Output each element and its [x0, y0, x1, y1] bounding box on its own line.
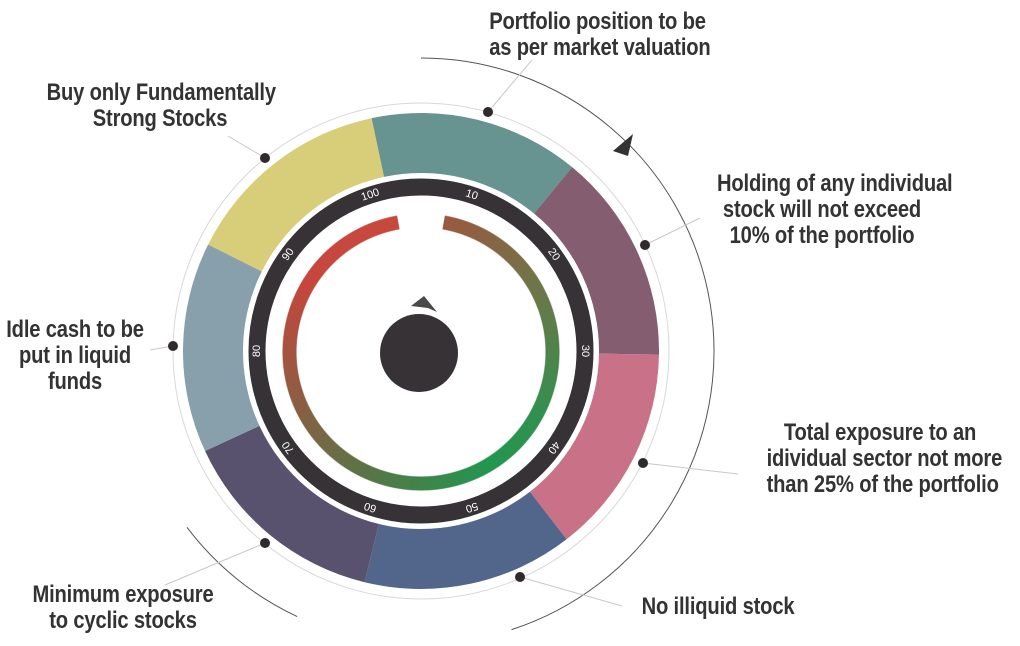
label-line: Minimum exposure	[32, 581, 214, 608]
rotation-arc-right	[420, 57, 715, 631]
leader-dot	[168, 341, 178, 351]
tick-label: 80	[251, 345, 263, 357]
tick-label: 90	[280, 246, 297, 263]
label-individual-holding: Holding of any individual stock will not…	[717, 170, 953, 249]
leader-lines	[149, 59, 739, 607]
tick-label: 30	[579, 345, 591, 357]
leader-dot	[638, 458, 648, 468]
principle-segment	[534, 167, 659, 355]
label-line: stock will not exceed	[722, 196, 922, 223]
label-portfolio-position: Portfolio position to be as per market v…	[489, 8, 711, 61]
label-illiquid-stock: No illiquid stock	[634, 594, 802, 620]
label-line: Idle cash to be	[6, 316, 144, 343]
gauge-gap	[395, 205, 447, 235]
tick-label: 50	[464, 499, 479, 514]
leader-dot	[483, 107, 493, 117]
label-cyclic-stocks: Minimum exposure to cyclic stocks	[22, 582, 224, 634]
principle-segment	[205, 425, 379, 583]
tick-label: 100	[360, 186, 381, 203]
leader-line	[227, 135, 266, 159]
principle-segments	[183, 113, 659, 589]
leader-line	[487, 59, 533, 113]
principle-segment	[371, 113, 573, 214]
label-line: Buy only Fundamentally	[46, 79, 276, 106]
label-line: Strong Stocks	[92, 105, 228, 132]
leader-dot	[640, 240, 650, 250]
tick-label: 10	[464, 187, 479, 202]
principle-segment	[529, 353, 659, 540]
leader-line	[644, 217, 701, 246]
tick-label: 40	[545, 439, 562, 456]
tick-label: 70	[280, 439, 297, 456]
label-line: to cyclic stocks	[49, 607, 197, 634]
dial-tick-labels: 10 20 30 40 50 60 70 80 90 100	[251, 186, 591, 514]
leader-line	[164, 542, 266, 586]
label-line: funds	[47, 368, 103, 395]
label-line: than 25% of the portfolio	[766, 471, 999, 498]
tick-label: 60	[363, 499, 378, 514]
label-fundamental-stocks: Buy only Fundamentally Strong Stocks	[46, 79, 276, 132]
dial-ring	[248, 178, 594, 524]
principle-segment	[208, 118, 384, 272]
label-sector-exposure: Total exposure to an idividual sector no…	[766, 419, 1003, 498]
label-line: as per market valuation	[489, 34, 711, 61]
label-line: No illiquid stock	[641, 593, 795, 620]
tick-label: 20	[545, 246, 562, 263]
leader-dot	[260, 153, 270, 163]
label-line: Total exposure to an	[783, 419, 977, 446]
arrowhead-icon	[613, 134, 633, 156]
leader-dot	[515, 572, 525, 582]
principle-segment	[364, 491, 567, 589]
leader-dot	[260, 538, 270, 548]
pointer-triangle-icon	[411, 296, 437, 312]
label-line: Holding of any individual	[717, 170, 953, 197]
rotation-arc-left	[186, 527, 298, 618]
label-line: Portfolio position to be	[489, 8, 706, 35]
label-line: put in liquid	[18, 342, 132, 369]
label-idle-cash: Idle cash to be put in liquid funds	[4, 317, 147, 395]
leader-line	[642, 462, 739, 475]
label-line: idividual sector not more	[766, 445, 1003, 472]
label-line: 10% of the portfolio	[729, 222, 915, 249]
principle-segment	[183, 244, 262, 452]
leader-line	[519, 576, 623, 607]
dial-knob[interactable]	[380, 314, 458, 392]
